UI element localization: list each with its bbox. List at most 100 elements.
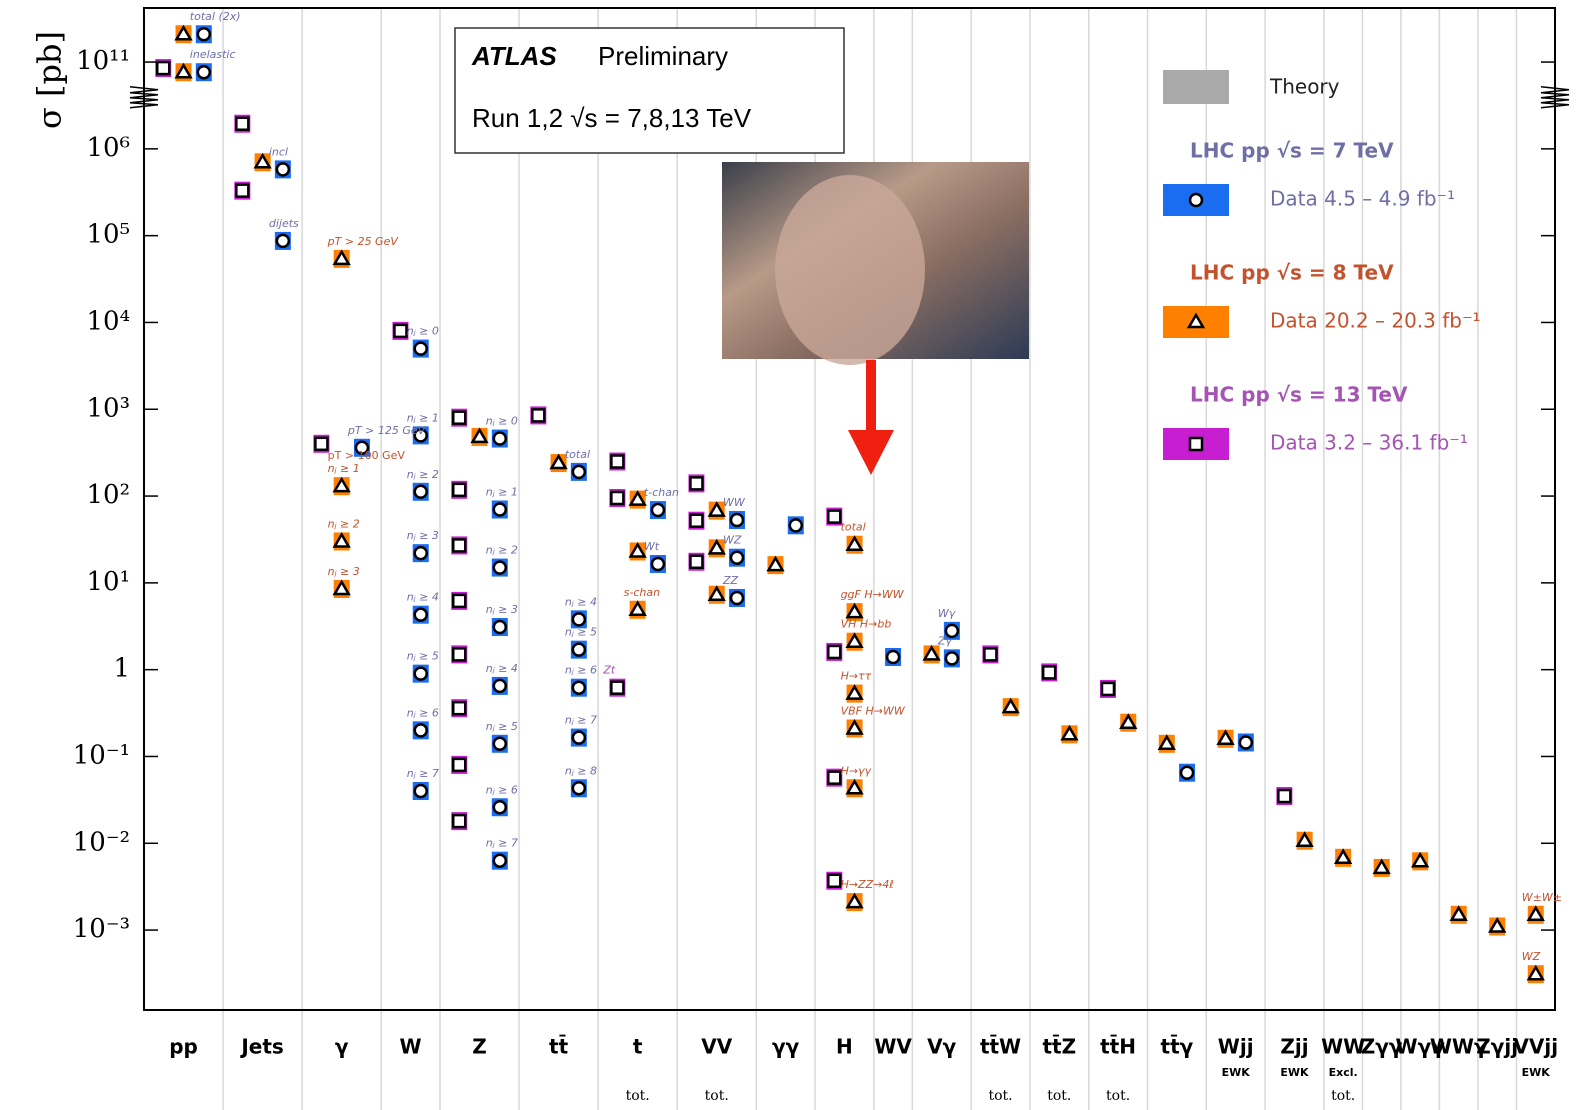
marker bbox=[354, 440, 370, 456]
category-label: Wjj bbox=[1218, 1035, 1254, 1059]
marker bbox=[845, 892, 864, 909]
legend-label: Data 20.2 – 20.3 fb⁻¹ bbox=[1270, 309, 1481, 333]
marker bbox=[766, 555, 785, 572]
category-sublabel: EWK bbox=[1280, 1066, 1309, 1079]
item-label: pT > 25 GeV bbox=[327, 235, 400, 248]
marker bbox=[1186, 312, 1206, 329]
data-point bbox=[1041, 663, 1058, 682]
item-label: nⱼ ≥ 3 bbox=[486, 603, 518, 616]
category-label: tt̄γ bbox=[1161, 1035, 1194, 1059]
data-point bbox=[412, 544, 429, 563]
item-label: nⱼ ≥ 1 bbox=[407, 411, 439, 424]
data-point bbox=[1237, 733, 1254, 752]
marker bbox=[1526, 905, 1545, 922]
item-label: incl bbox=[269, 145, 288, 158]
legend-title: LHC pp √s = 13 TeV bbox=[1190, 383, 1408, 407]
data-point bbox=[766, 555, 785, 575]
marker bbox=[156, 60, 171, 76]
marker bbox=[729, 512, 745, 528]
marker bbox=[827, 770, 842, 785]
marker bbox=[314, 436, 329, 452]
marker bbox=[451, 538, 467, 553]
data-point bbox=[491, 734, 508, 753]
item-label: nⱼ ≥ 0 bbox=[407, 325, 439, 338]
data-point bbox=[491, 676, 508, 695]
item-label: nⱼ ≥ 6 bbox=[486, 783, 518, 796]
item-label: nⱼ ≥ 7 bbox=[486, 837, 518, 850]
marker bbox=[275, 233, 291, 249]
item-label: Zt bbox=[602, 664, 616, 677]
data-point bbox=[845, 632, 864, 651]
category-label: VVjj bbox=[1513, 1035, 1558, 1059]
item-label: nⱼ ≥ 6 bbox=[565, 664, 597, 677]
data-point bbox=[885, 647, 902, 666]
title-box bbox=[454, 27, 845, 154]
data-point bbox=[845, 602, 864, 622]
data-point bbox=[845, 684, 864, 703]
data-point bbox=[530, 406, 547, 425]
item-label: VBF H→WW bbox=[841, 705, 906, 718]
data-point bbox=[1119, 713, 1138, 732]
data-point bbox=[728, 510, 745, 529]
data-point bbox=[274, 160, 291, 179]
marker bbox=[451, 593, 467, 609]
item-label: nⱼ ≥ 4 bbox=[486, 662, 518, 675]
marker bbox=[827, 644, 842, 660]
category-label: Zγjj bbox=[1476, 1035, 1518, 1059]
marker bbox=[628, 600, 647, 617]
marker bbox=[332, 476, 351, 493]
marker bbox=[1179, 765, 1195, 780]
marker bbox=[1041, 665, 1057, 680]
item-label: nⱼ ≥ 5 bbox=[565, 626, 597, 639]
data-point bbox=[412, 782, 429, 801]
marker bbox=[650, 502, 666, 518]
y-axis-label: σ [pb] bbox=[31, 31, 69, 129]
item-label: nⱼ ≥ 2 bbox=[486, 544, 518, 557]
data-point bbox=[728, 588, 745, 607]
data-point bbox=[174, 24, 193, 44]
marker bbox=[492, 619, 508, 635]
data-point bbox=[470, 427, 489, 446]
marker bbox=[610, 680, 625, 695]
item-label: total bbox=[841, 521, 866, 534]
category-label: Zjj bbox=[1280, 1035, 1308, 1059]
marker bbox=[275, 162, 291, 177]
data-point bbox=[1179, 763, 1196, 782]
marker bbox=[332, 249, 351, 266]
data-point bbox=[491, 500, 508, 519]
marker bbox=[413, 607, 428, 622]
data-point bbox=[451, 699, 468, 718]
data-point bbox=[1488, 916, 1507, 936]
y-tick-label: 10¹¹ bbox=[76, 46, 130, 76]
item-label: total (2x) bbox=[190, 10, 241, 23]
item-label: nⱼ ≥ 3 bbox=[407, 529, 439, 542]
data-point bbox=[826, 507, 843, 526]
marker bbox=[1188, 192, 1204, 208]
photo-face bbox=[775, 175, 925, 365]
data-point bbox=[609, 488, 626, 507]
category-label: Zγγ bbox=[1361, 1035, 1403, 1059]
data-point bbox=[707, 501, 726, 520]
marker bbox=[1216, 729, 1235, 746]
y-tick-label: 10⁻¹ bbox=[73, 740, 130, 770]
data-point bbox=[609, 678, 626, 697]
data-point bbox=[845, 892, 864, 912]
data-point bbox=[570, 779, 587, 798]
marker bbox=[1277, 788, 1292, 804]
annotation: Run 1,2 √s = 7,8,13 TeV bbox=[472, 103, 752, 133]
data-point bbox=[451, 591, 468, 610]
marker bbox=[531, 408, 546, 423]
marker bbox=[845, 684, 864, 700]
data-point bbox=[195, 63, 212, 82]
item-label: nⱼ ≥ 0 bbox=[486, 415, 518, 428]
item-note: pT > 100 GeV bbox=[328, 449, 406, 462]
data-point bbox=[491, 558, 508, 577]
data-point bbox=[1411, 851, 1430, 871]
item-label: ZZ bbox=[722, 574, 739, 587]
data-point bbox=[491, 798, 508, 817]
marker bbox=[1060, 724, 1079, 741]
data-point bbox=[412, 426, 429, 445]
axis-break bbox=[129, 86, 159, 109]
data-point bbox=[332, 476, 351, 496]
marker bbox=[689, 554, 704, 570]
